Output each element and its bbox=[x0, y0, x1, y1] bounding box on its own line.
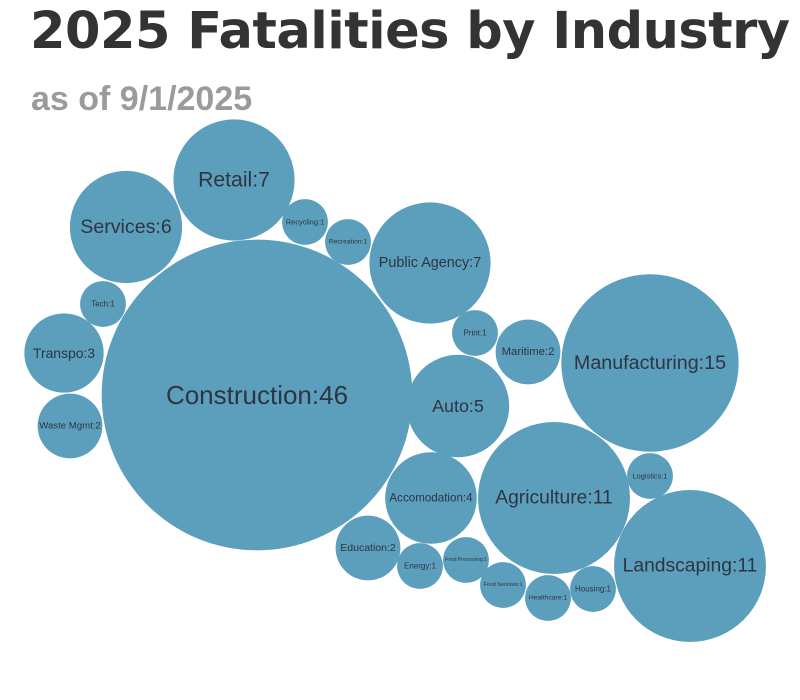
bubble-circle-public-agency bbox=[369, 202, 491, 324]
bubble-circle-print bbox=[452, 310, 498, 356]
bubble-circle-food-services bbox=[480, 562, 526, 608]
bubble-circle-recycling bbox=[282, 199, 328, 245]
bubble-recycling: Recycling:1 bbox=[282, 199, 328, 245]
bubble-label-public-agency: Public Agency:7 bbox=[379, 255, 481, 271]
bubble-waste-mgmt: Waste Mgmt:2 bbox=[37, 393, 103, 459]
bubble-circle-energy bbox=[397, 543, 443, 589]
bubble-tech: Tech:1 bbox=[80, 281, 126, 327]
bubble-label-transpo: Transpo:3 bbox=[33, 345, 95, 361]
bubble-housing: Housing:1 bbox=[570, 566, 616, 612]
chart-title: 2025 Fatalities by Industry bbox=[30, 2, 790, 61]
bubble-label-healthcare: Healthcare:1 bbox=[529, 595, 568, 602]
bubble-label-energy: Energy:1 bbox=[404, 562, 437, 571]
bubble-recreation: Recreation:1 bbox=[325, 219, 371, 265]
bubble-public-agency: Public Agency:7 bbox=[369, 202, 491, 324]
bubble-circle-landscaping bbox=[614, 490, 766, 642]
bubble-label-maritime: Maritime:2 bbox=[502, 346, 555, 358]
bubble-transpo: Transpo:3 bbox=[24, 313, 104, 393]
bubble-circle-recreation bbox=[325, 219, 371, 265]
bubble-services: Services:6 bbox=[69, 170, 183, 284]
bubble-label-logistics: Logistics:1 bbox=[633, 472, 668, 481]
bubble-circle-tech bbox=[80, 281, 126, 327]
bubble-circle-housing bbox=[570, 566, 616, 612]
bubble-circle-accomodation bbox=[385, 452, 477, 544]
bubble-circle-construction bbox=[101, 239, 413, 551]
bubble-circle-transpo bbox=[24, 313, 104, 393]
bubble-circle-logistics bbox=[627, 453, 673, 499]
bubble-circle-waste-mgmt bbox=[37, 393, 103, 459]
bubble-circle-food-processing bbox=[443, 537, 489, 583]
bubble-accomodation: Accomodation:4 bbox=[385, 452, 477, 544]
bubble-manufacturing: Manufacturing:15 bbox=[561, 274, 739, 452]
bubble-landscaping: Landscaping:11 bbox=[614, 490, 766, 642]
bubble-label-recreation: Recreation:1 bbox=[329, 239, 368, 246]
bubble-energy: Energy:1 bbox=[397, 543, 443, 589]
bubble-education: Education:2 bbox=[335, 515, 401, 581]
bubble-print: Print:1 bbox=[452, 310, 498, 356]
bubble-label-print: Print:1 bbox=[463, 329, 487, 338]
bubble-label-education: Education:2 bbox=[340, 542, 396, 554]
bubble-circle-retail bbox=[173, 119, 295, 241]
bubble-label-agriculture: Agriculture:11 bbox=[495, 488, 613, 509]
bubble-label-auto: Auto:5 bbox=[432, 396, 484, 416]
bubble-circle-healthcare bbox=[525, 575, 571, 621]
bubble-label-construction: Construction:46 bbox=[166, 380, 348, 410]
bubble-agriculture: Agriculture:11 bbox=[478, 422, 630, 574]
bubble-food-processing: Food Processing:1 bbox=[443, 537, 489, 583]
bubble-label-retail: Retail:7 bbox=[198, 169, 270, 192]
bubble-circle-auto bbox=[406, 354, 510, 458]
bubble-label-recycling: Recycling:1 bbox=[286, 218, 324, 227]
bubble-logistics: Logistics:1 bbox=[627, 453, 673, 499]
bubble-label-food-services: Food Services:1 bbox=[484, 582, 523, 588]
chart-subtitle: as of 9/1/2025 bbox=[31, 80, 253, 118]
bubble-label-food-processing: Food Processing:1 bbox=[445, 557, 487, 563]
bubble-construction: Construction:46 bbox=[101, 239, 413, 551]
bubble-circle-manufacturing bbox=[561, 274, 739, 452]
bubble-circle-services bbox=[69, 170, 183, 284]
bubble-retail: Retail:7 bbox=[173, 119, 295, 241]
bubble-label-accomodation: Accomodation:4 bbox=[389, 492, 473, 505]
bubble-label-waste-mgmt: Waste Mgmt:2 bbox=[39, 421, 100, 432]
bubble-label-housing: Housing:1 bbox=[575, 585, 612, 594]
bubble-circle-agriculture bbox=[478, 422, 630, 574]
bubble-circle-maritime bbox=[495, 319, 561, 385]
bubble-maritime: Maritime:2 bbox=[495, 319, 561, 385]
bubble-label-landscaping: Landscaping:11 bbox=[623, 556, 758, 577]
bubble-food-services: Food Services:1 bbox=[480, 562, 526, 608]
bubble-circle-education bbox=[335, 515, 401, 581]
bubble-label-manufacturing: Manufacturing:15 bbox=[574, 352, 726, 374]
bubble-label-services: Services:6 bbox=[80, 216, 172, 238]
bubble-label-tech: Tech:1 bbox=[91, 300, 115, 309]
bubble-healthcare: Healthcare:1 bbox=[525, 575, 571, 621]
bubble-auto: Auto:5 bbox=[406, 354, 510, 458]
